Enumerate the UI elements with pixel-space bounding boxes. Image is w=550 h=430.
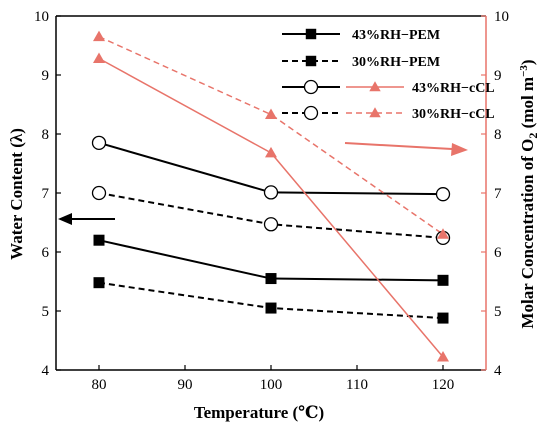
legend-label-0: 43%RH−PEM bbox=[352, 28, 440, 43]
y-left-tick-label-6: 10 bbox=[34, 9, 49, 25]
point-s2-1 bbox=[263, 185, 279, 200]
y-axis-right-title-close: ) bbox=[518, 59, 537, 65]
point-s1-0 bbox=[93, 277, 105, 289]
y-left-tick-label-1: 5 bbox=[42, 304, 50, 320]
legend-label-5: 30%RH−cCL bbox=[412, 107, 495, 122]
legend-label-4: 43%RH−cCL bbox=[412, 81, 495, 96]
x-tick-label-4: 120 bbox=[432, 377, 455, 393]
point-s5-0 bbox=[93, 30, 105, 42]
legend: 43%RH−PEM 30%RH−PEM 43%RH−cCL 30%RH−cCL bbox=[282, 28, 495, 122]
point-s0-2 bbox=[437, 274, 449, 286]
y-right-tick-label-5: 9 bbox=[494, 68, 502, 84]
y-right-tick-label-6: 10 bbox=[494, 9, 509, 25]
y-right-tick-label-3: 7 bbox=[494, 186, 502, 202]
arrow-left-head bbox=[58, 213, 72, 225]
x-tick-label-1: 90 bbox=[178, 377, 193, 393]
y-left-tick-label-5: 9 bbox=[42, 68, 50, 84]
y-left-tick-label-2: 6 bbox=[42, 245, 50, 261]
point-s4-0 bbox=[93, 52, 105, 63]
y-right-tick-label-1: 5 bbox=[494, 304, 502, 320]
y-left-tick-label-3: 7 bbox=[42, 186, 50, 202]
legend-marker-0 bbox=[305, 28, 317, 40]
point-s5-1 bbox=[265, 108, 277, 120]
legend-marker-2 bbox=[303, 79, 319, 95]
y-axis-right-title: Molar Concentration of O2 (mol m−3) bbox=[518, 59, 540, 328]
point-s0-0 bbox=[93, 234, 105, 246]
point-s1-1 bbox=[265, 302, 277, 314]
x-tick-label-2: 100 bbox=[260, 377, 283, 393]
point-s4-1 bbox=[265, 146, 277, 158]
point-s2-2 bbox=[435, 187, 451, 202]
point-s4-2 bbox=[437, 351, 449, 362]
arrow-right-shaft bbox=[344, 142, 453, 150]
y-axis-right-title-main: Molar Concentration of O bbox=[518, 139, 537, 329]
y-axis-right-title-sub: 2 bbox=[526, 133, 540, 139]
plot-frame: 80 90 100 110 120 4 5 6 7 8 9 10 4 5 6 7 8 9 10 bbox=[34, 9, 509, 393]
x-axis-title: Temperature (℃) bbox=[194, 403, 324, 422]
y-axis-left-title: Water Content (λ) bbox=[7, 128, 26, 260]
point-s3-1 bbox=[263, 217, 279, 232]
legend-marker-3 bbox=[303, 105, 319, 121]
series-line-5 bbox=[98, 35, 444, 235]
y-left-tick-label-0: 4 bbox=[42, 363, 50, 379]
y-axis-right-title-sup: −3 bbox=[518, 65, 530, 77]
y-left-tick-label-4: 8 bbox=[42, 127, 50, 143]
legend-marker-5 bbox=[369, 107, 381, 118]
y-right-tick-label-4: 8 bbox=[494, 127, 502, 143]
point-s2-0 bbox=[91, 135, 107, 151]
y-axis-right-title-unit: (mol m bbox=[518, 77, 537, 128]
point-s5-2 bbox=[437, 228, 449, 239]
arrow-right-head bbox=[451, 143, 468, 156]
x-tick-label-3: 110 bbox=[346, 377, 368, 393]
plot-marks bbox=[91, 30, 451, 362]
legend-marker-4 bbox=[369, 81, 381, 92]
x-tick-label-0: 80 bbox=[92, 377, 107, 393]
legend-marker-1 bbox=[305, 55, 317, 67]
point-s1-2 bbox=[437, 312, 449, 324]
point-s0-1 bbox=[265, 273, 277, 285]
y-right-tick-label-0: 4 bbox=[494, 363, 502, 379]
arrows bbox=[58, 142, 468, 225]
y-right-tick-label-2: 6 bbox=[494, 245, 502, 261]
legend-label-1: 30%RH−PEM bbox=[352, 55, 440, 70]
point-s3-0 bbox=[91, 185, 107, 201]
